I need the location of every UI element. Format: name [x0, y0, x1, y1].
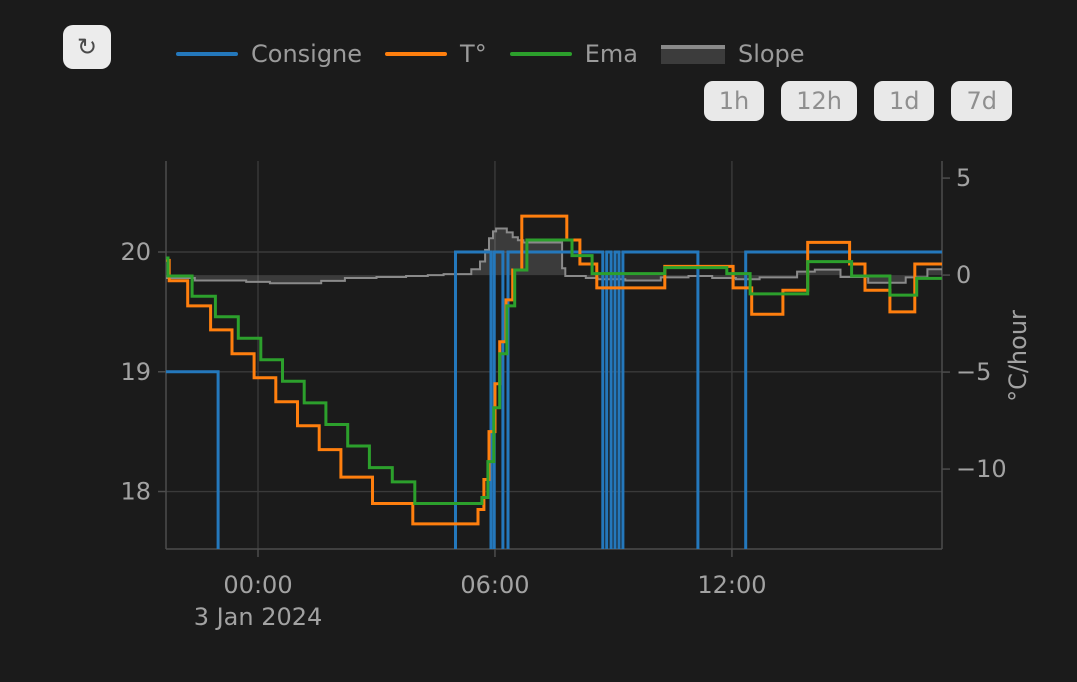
y-right-axis-title: °C/hour	[1004, 310, 1032, 402]
y-right-tick-label: −10	[956, 455, 1007, 483]
range-button-1d[interactable]: 1d	[873, 81, 935, 121]
legend-item-temperature[interactable]: T°	[385, 40, 487, 68]
legend-item-slope[interactable]: Slope	[660, 40, 805, 68]
slope-area	[166, 228, 942, 284]
legend-item-ema[interactable]: Ema	[509, 40, 638, 68]
slope-area-swatch	[660, 44, 725, 64]
x-axis-date-label: 3 Jan 2024	[194, 603, 323, 631]
x-tick-label: 06:00	[460, 571, 529, 599]
y-left-tick-label: 20	[120, 238, 151, 266]
legend-item-consigne[interactable]: Consigne	[176, 40, 362, 68]
series	[166, 214, 942, 549]
refresh-icon: ↻	[76, 33, 98, 61]
axis-labels: 20 19 18 00:00 06:00 12:00 5 0 −5 −10 °C/hour 3 Jan…	[120, 164, 1032, 631]
consigne-line	[166, 250, 942, 549]
grid-lines	[166, 161, 942, 549]
ema-line	[166, 238, 942, 505]
range-button-12h[interactable]: 12h	[781, 81, 857, 121]
time-range-buttons: 1h 12h 1d 7d	[703, 81, 1012, 121]
x-tick-label: 00:00	[223, 571, 292, 599]
legend-label-consigne: Consigne	[251, 40, 363, 68]
ema-line-swatch	[509, 52, 572, 56]
range-button-7d[interactable]: 7d	[951, 81, 1012, 121]
y-right-tick-label: 0	[956, 261, 971, 289]
chart-legend: Consigne T° Ema Slope	[176, 40, 805, 68]
axes	[158, 161, 950, 557]
consigne-line-swatch	[176, 52, 238, 56]
slope-line	[166, 227, 942, 285]
range-button-1h[interactable]: 1h	[703, 81, 765, 121]
refresh-button[interactable]: ↻	[63, 25, 111, 69]
y-right-tick-label: 5	[956, 164, 971, 192]
legend-label-temperature: T°	[460, 40, 487, 68]
x-tick-label: 12:00	[697, 571, 766, 599]
temperature-line-swatch	[385, 52, 448, 56]
legend-label-slope: Slope	[737, 40, 805, 68]
legend-label-ema: Ema	[584, 40, 638, 68]
y-left-tick-label: 18	[120, 478, 151, 506]
y-left-tick-label: 19	[120, 358, 151, 386]
y-right-tick-label: −5	[956, 358, 991, 386]
